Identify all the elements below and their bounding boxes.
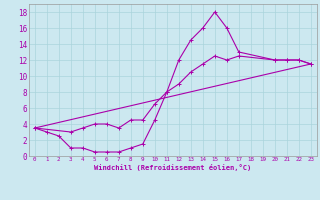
X-axis label: Windchill (Refroidissement éolien,°C): Windchill (Refroidissement éolien,°C) — [94, 164, 252, 171]
